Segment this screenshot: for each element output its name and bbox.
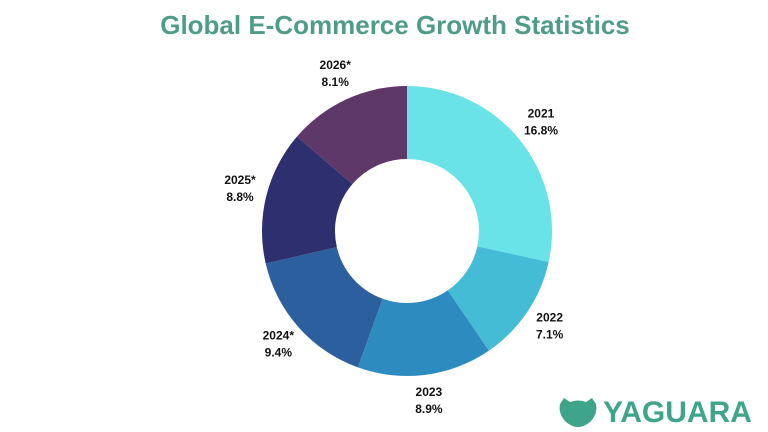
slice: [407, 86, 552, 262]
slice: [447, 246, 549, 351]
slice: [297, 86, 407, 185]
chart-title: Global E-Commerce Growth Statistics: [160, 10, 630, 40]
slice-value-label: 8.8%: [226, 190, 254, 204]
slice: [265, 247, 383, 368]
slice-category: 2025*: [224, 173, 256, 187]
slice-category: 2024*: [263, 328, 295, 342]
slice-value-label: 8.9%: [415, 402, 443, 416]
slice-category: 2023: [416, 385, 443, 399]
slice-value-label: 7.1%: [536, 327, 564, 341]
logo: YAGUARA: [559, 396, 752, 429]
slice-value-label: 9.4%: [265, 345, 293, 359]
slice: [262, 136, 353, 264]
slice-category: 2022: [536, 310, 563, 324]
slice-value-label: 16.8%: [524, 123, 558, 137]
logo-icon: [559, 398, 597, 427]
slice-category: 2026*: [320, 58, 352, 72]
slice: [357, 290, 489, 376]
logo-text: YAGUARA: [603, 396, 752, 429]
slice-value-label: 8.1%: [322, 75, 350, 89]
slice-category: 2021: [528, 106, 555, 120]
